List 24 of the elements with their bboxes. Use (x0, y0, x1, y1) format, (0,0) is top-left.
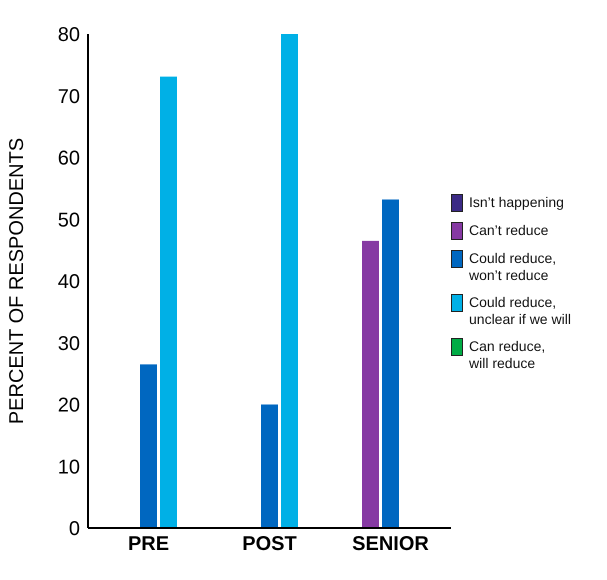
legend-label: Can reduce, will reduce (469, 338, 546, 372)
bar (160, 76, 177, 528)
y-axis-title: PERCENT OF RESPONDENTS (6, 138, 28, 424)
y-tick-label: 60 (58, 148, 80, 170)
x-tick-label: PRE (128, 533, 170, 556)
y-tick-label: 30 (58, 332, 80, 355)
x-tick-label: SENIOR (352, 533, 430, 556)
y-tick-label: 0 (68, 518, 80, 540)
y-tick-label: 70 (58, 86, 80, 108)
bar (281, 34, 298, 528)
legend-label: Isn’t happening (469, 194, 564, 211)
y-tick-label: 40 (58, 271, 80, 294)
x-tick-label: POST (242, 533, 297, 556)
legend-label: Can’t reduce (469, 222, 548, 239)
legend-label: Could reduce, won’t reduce (469, 250, 556, 284)
y-tick-label: 10 (58, 456, 80, 478)
legend-label: Could reduce, unclear if we will (469, 294, 571, 328)
bar (140, 364, 157, 528)
y-tick-label: 80 (58, 24, 80, 46)
y-tick-label: 50 (58, 209, 80, 232)
y-tick-label: 20 (58, 394, 80, 417)
bar (362, 240, 379, 528)
bar (261, 404, 278, 528)
bar (382, 199, 399, 528)
